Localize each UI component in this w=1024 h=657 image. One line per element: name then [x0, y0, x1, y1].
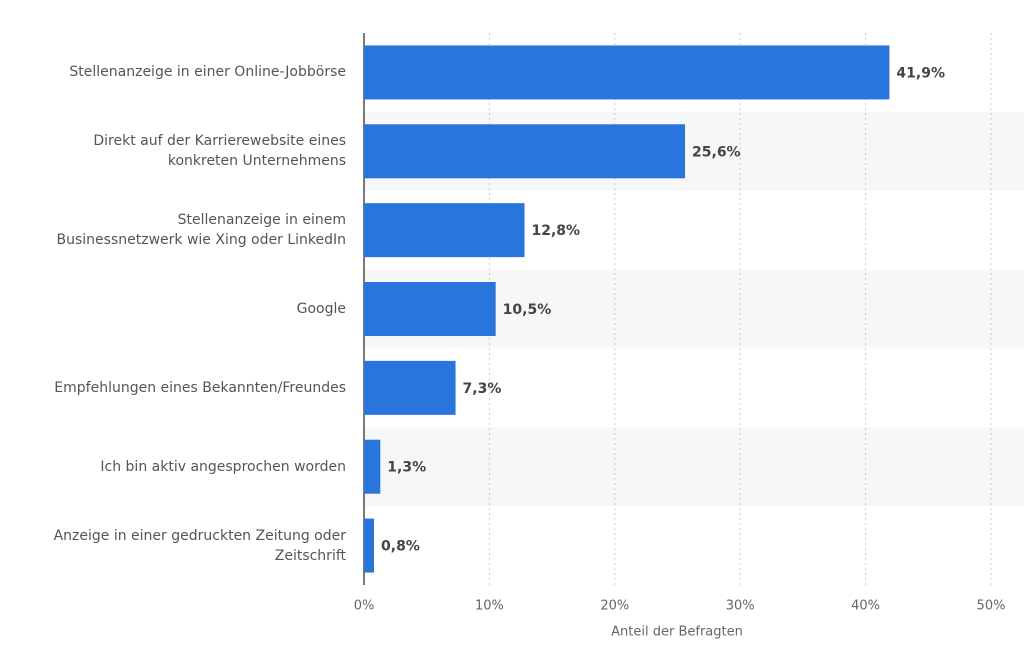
value-label: 7,3%: [463, 381, 502, 397]
x-tick-label: 0%: [354, 599, 375, 614]
category-label: Stellenanzeige in einem Businessnetzwerk…: [56, 212, 346, 249]
bar: [364, 45, 890, 100]
bar: [364, 282, 496, 336]
bar: [364, 124, 686, 179]
x-tick-label: 50%: [977, 599, 1006, 614]
category-label: Google: [296, 301, 346, 317]
bar: [364, 518, 375, 573]
category-label: Anzeige in einer gedruckten Zeitung oder…: [53, 527, 346, 564]
value-label: 41,9%: [896, 65, 945, 81]
x-tick-label: 40%: [851, 599, 880, 614]
value-label: 12,8%: [532, 223, 581, 239]
x-axis-title: Anteil der Befragten: [611, 625, 743, 640]
value-label: 10,5%: [503, 302, 552, 318]
x-tick-label: 10%: [475, 599, 504, 614]
value-label: 25,6%: [692, 144, 741, 160]
x-tick-label: 30%: [726, 599, 755, 614]
category-label: Direkt auf der Karrierewebsite eines kon…: [93, 133, 346, 170]
bar: [364, 203, 525, 258]
x-tick-label: 20%: [600, 599, 629, 614]
category-label: Empfehlungen eines Bekannten/Freundes: [54, 379, 346, 396]
row-band: [364, 427, 1024, 507]
category-label: Stellenanzeige in einer Online-Jobbörse: [69, 64, 346, 81]
value-label: 1,3%: [387, 460, 426, 476]
bar: [364, 360, 456, 415]
category-label: Ich bin aktiv angesprochen worden: [100, 458, 346, 475]
value-label: 0,8%: [381, 539, 420, 555]
bar: [364, 439, 381, 494]
